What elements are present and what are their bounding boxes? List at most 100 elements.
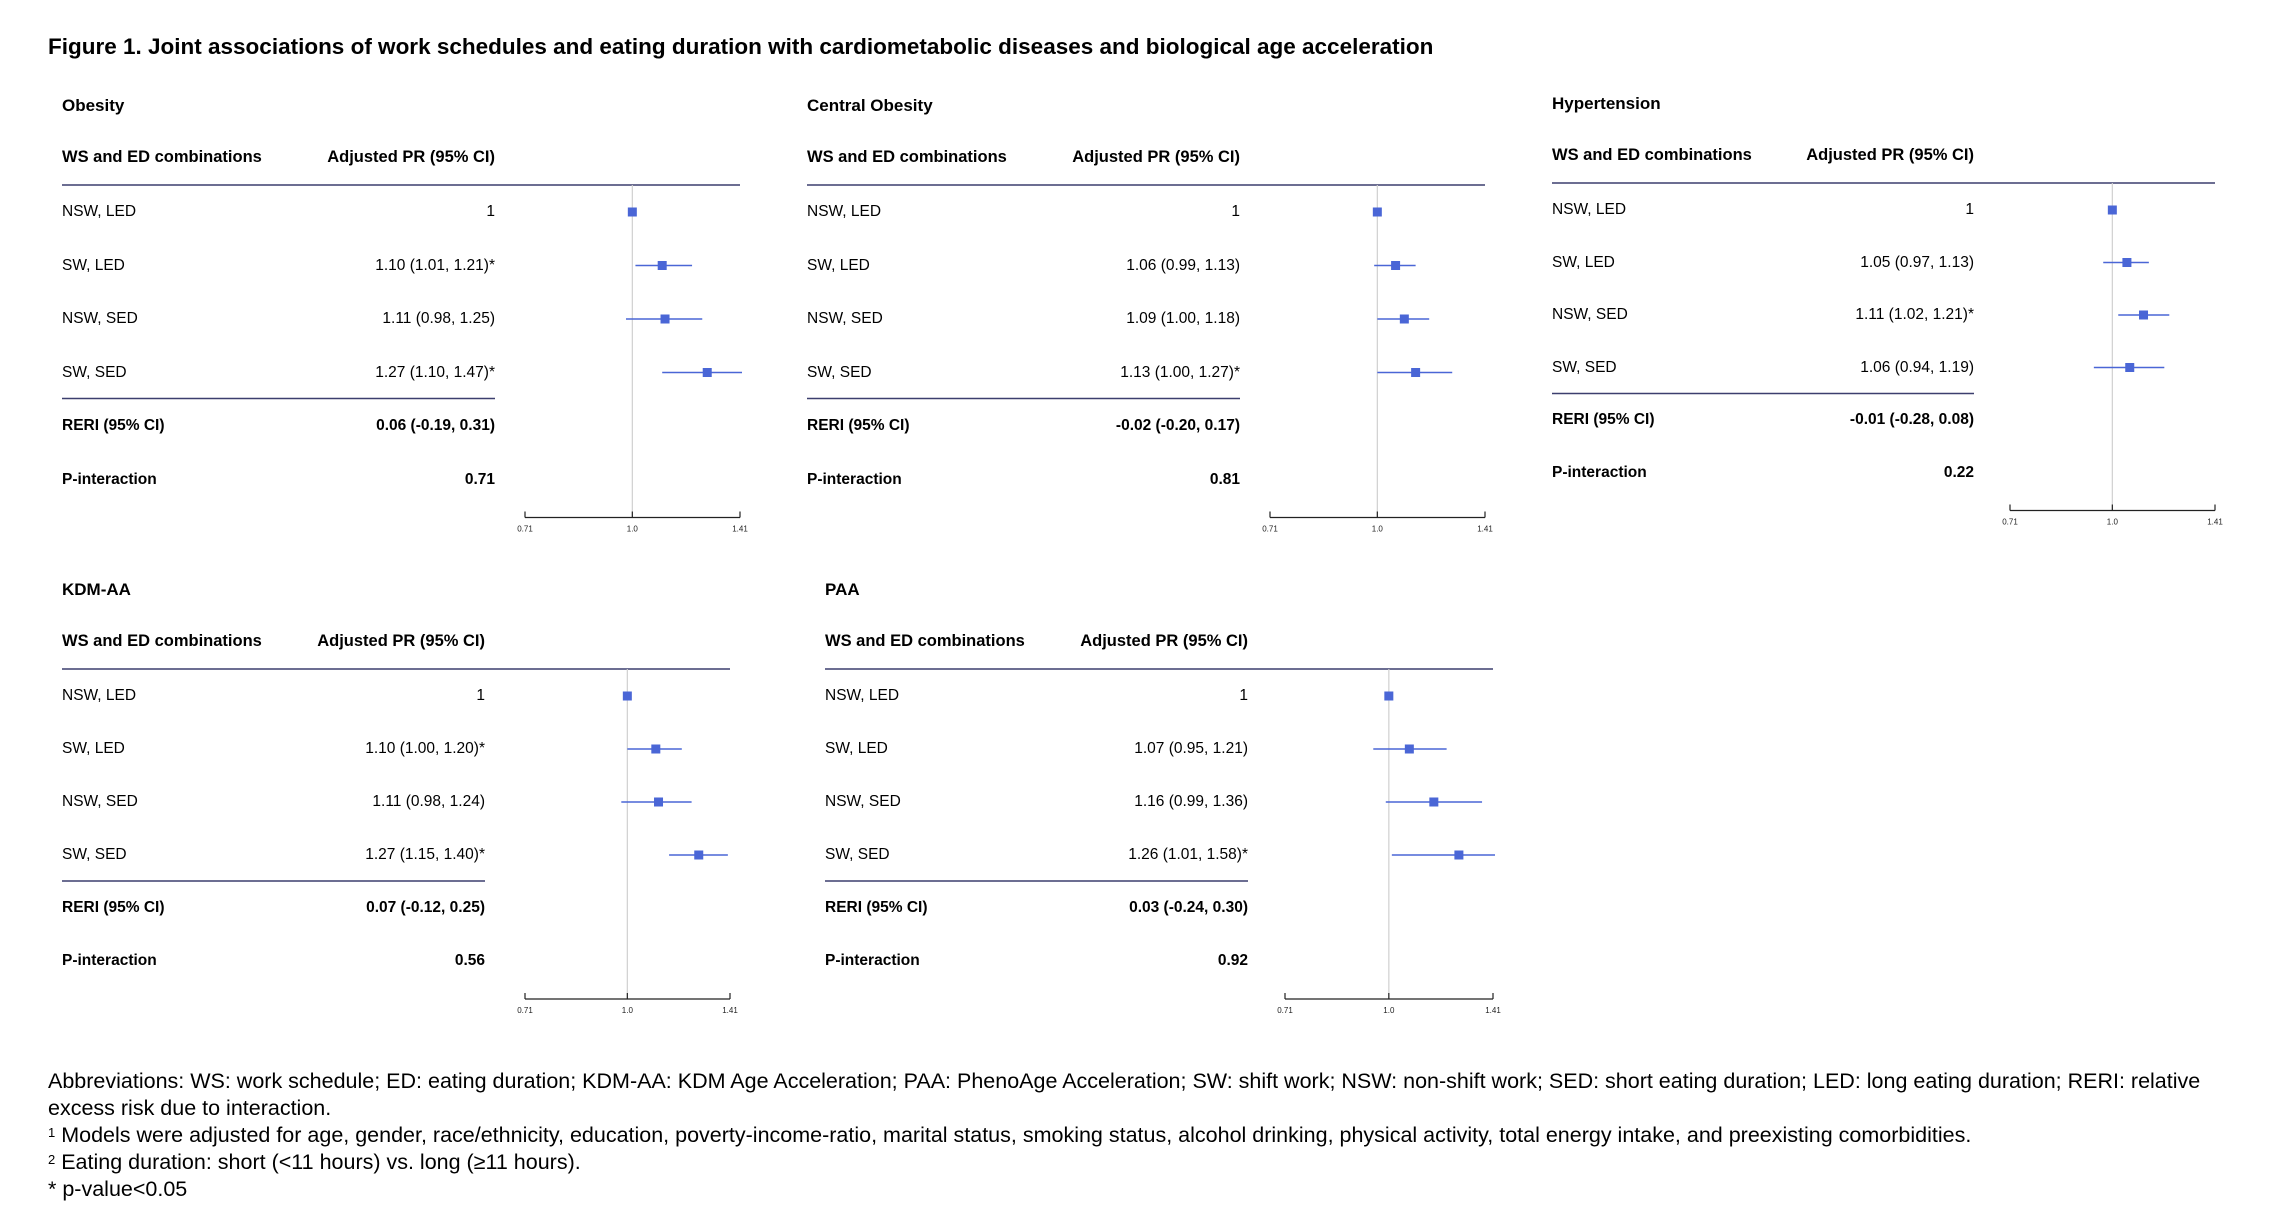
panel-title: Obesity	[62, 96, 125, 115]
column-header-combination: WS and ED combinations	[807, 148, 1007, 166]
row-label: SW, LED	[1552, 253, 1615, 271]
row-label: SW, SED	[62, 363, 127, 381]
column-header-combination: WS and ED combinations	[62, 632, 262, 650]
point-estimate-marker	[1404, 744, 1414, 754]
point-estimate-marker	[651, 744, 661, 754]
row-estimate-text: 1	[1965, 201, 1974, 218]
footnote-2: 2 Eating duration: short (<11 hours) vs.…	[48, 1149, 2228, 1176]
x-tick-label: 0.71	[1277, 1006, 1293, 1015]
reri-value: 0.06 (-0.19, 0.31)	[376, 417, 495, 434]
footnote-1: 1 Models were adjusted for age, gender, …	[48, 1122, 2228, 1149]
reri-value: -0.01 (-0.28, 0.08)	[1849, 411, 1974, 428]
row-label: SW, SED	[807, 363, 872, 381]
point-estimate-marker	[1411, 368, 1421, 377]
row-estimate-text: 1.11 (0.98, 1.25)	[382, 310, 495, 327]
row-estimate-text: 1.27 (1.15, 1.40)*	[365, 846, 485, 863]
point-estimate-marker	[627, 207, 637, 217]
row-estimate-text: 1.10 (1.00, 1.20)*	[365, 740, 485, 757]
row-estimate-text: 1.07 (0.95, 1.21)	[1134, 740, 1248, 757]
p-interaction-value: 0.56	[454, 952, 485, 969]
forest-plot: 0.71 1.0 1.41	[62, 668, 738, 1015]
panel-title: Hypertension	[1552, 94, 1661, 113]
p-interaction-label: P-interaction	[807, 470, 902, 488]
footnote-3: * p-value<0.05	[48, 1177, 188, 1201]
point-estimate-marker	[654, 797, 664, 807]
row-estimate-text: 1.16 (0.99, 1.36)	[1134, 793, 1248, 810]
row-label: NSW, SED	[807, 310, 883, 327]
row-label: NSW, LED	[807, 203, 882, 220]
p-interaction-label: P-interaction	[62, 952, 157, 969]
column-header-combination: WS and ED combinations	[1552, 146, 1752, 164]
row-estimate-text: 1.26 (1.01, 1.58)*	[1128, 846, 1248, 863]
column-header-pr: Adjusted PR (95% CI)	[1080, 632, 1248, 650]
panel-title: KDM-AA	[62, 580, 131, 599]
row-label: SW, LED	[807, 256, 870, 274]
figure-title: Figure 1. Joint associations of work sch…	[48, 34, 1434, 59]
reri-value: -0.02 (-0.20, 0.17)	[1115, 417, 1240, 434]
point-estimate-marker	[2107, 205, 2117, 215]
abbreviations-note: Abbreviations: WS: work schedule; ED: ea…	[48, 1069, 2201, 1120]
row-estimate-text: 1	[1239, 687, 1248, 704]
reri-value: 0.03 (-0.24, 0.30)	[1129, 899, 1248, 916]
x-tick-label: 1.41	[2207, 518, 2223, 527]
x-tick-label: 0.71	[517, 1006, 533, 1015]
row-estimate-text: 1	[486, 203, 495, 220]
p-interaction-label: P-interaction	[1552, 463, 1647, 481]
row-label: NSW, LED	[825, 687, 900, 704]
panel-title: Central Obesity	[807, 96, 933, 115]
row-label: NSW, LED	[62, 203, 137, 220]
forest-panel-3: KDM-AA WS and ED combinations Adjusted PR …	[50, 580, 750, 1040]
row-label: NSW, SED	[1552, 306, 1628, 323]
row-estimate-text: 1.06 (0.94, 1.19)	[1860, 358, 1974, 376]
footnote-1-text: Models were adjusted for age, gender, ra…	[61, 1123, 1972, 1147]
p-interaction-value: 0.81	[1209, 470, 1240, 488]
point-estimate-marker	[657, 261, 667, 270]
x-tick-label: 1.0	[1372, 525, 1384, 534]
row-label: NSW, SED	[62, 310, 138, 327]
point-estimate-marker	[2139, 310, 2149, 320]
point-estimate-marker	[622, 691, 632, 701]
p-interaction-value: 0.22	[1943, 463, 1974, 481]
x-tick-label: 1.41	[722, 1006, 738, 1015]
p-interaction-label: P-interaction	[62, 470, 157, 488]
row-label: SW, SED	[825, 846, 890, 863]
x-tick-label: 1.0	[627, 525, 639, 534]
point-estimate-marker	[1384, 691, 1394, 701]
reri-label: RERI (95% CI)	[62, 899, 165, 916]
p-interaction-value: 0.71	[464, 470, 495, 488]
column-header-combination: WS and ED combinations	[62, 148, 262, 166]
p-interaction-label: P-interaction	[825, 952, 920, 969]
row-estimate-text: 1.09 (1.00, 1.18)	[1126, 310, 1240, 327]
point-estimate-marker	[660, 314, 670, 324]
x-tick-label: 1.41	[1477, 525, 1493, 534]
row-estimate-text: 1.11 (1.02, 1.21)*	[1855, 306, 1974, 323]
row-label: SW, LED	[825, 740, 888, 757]
point-estimate-marker	[1429, 797, 1439, 807]
forest-plot: 0.71 1.0 1.41	[807, 184, 1493, 534]
reri-value: 0.07 (-0.12, 0.25)	[366, 899, 485, 916]
footnote-2-text: Eating duration: short (<11 hours) vs. l…	[61, 1150, 581, 1174]
x-tick-label: 1.41	[1485, 1006, 1501, 1015]
point-estimate-marker	[1372, 207, 1382, 217]
row-estimate-text: 1	[476, 687, 485, 704]
row-estimate-text: 1.10 (1.01, 1.21)*	[375, 256, 495, 274]
column-header-pr: Adjusted PR (95% CI)	[1072, 148, 1240, 166]
forest-panel-1: Central Obesity WS and ED combinations Adj…	[795, 96, 1505, 556]
point-estimate-marker	[2125, 363, 2135, 372]
column-header-pr: Adjusted PR (95% CI)	[317, 632, 485, 650]
footnote-1-mark: 1	[48, 1125, 56, 1140]
reri-label: RERI (95% CI)	[807, 417, 910, 434]
point-estimate-marker	[1391, 261, 1401, 270]
row-label: SW, SED	[62, 846, 127, 863]
reri-label: RERI (95% CI)	[62, 417, 165, 434]
forest-panel-0: Obesity WS and ED combinations Adjusted PR…	[50, 96, 760, 556]
column-header-pr: Adjusted PR (95% CI)	[327, 148, 495, 166]
forest-panel-2: Hypertension WS and ED combinations Adjust…	[1540, 94, 2235, 554]
x-tick-label: 1.0	[622, 1006, 634, 1015]
row-estimate-text: 1.06 (0.99, 1.13)	[1126, 256, 1240, 274]
forest-plot: 0.71 1.0 1.41	[825, 668, 1501, 1015]
reri-label: RERI (95% CI)	[825, 899, 928, 916]
x-tick-label: 0.71	[517, 525, 533, 534]
row-estimate-text: 1.05 (0.97, 1.13)	[1860, 253, 1974, 271]
point-estimate-marker	[702, 368, 712, 377]
